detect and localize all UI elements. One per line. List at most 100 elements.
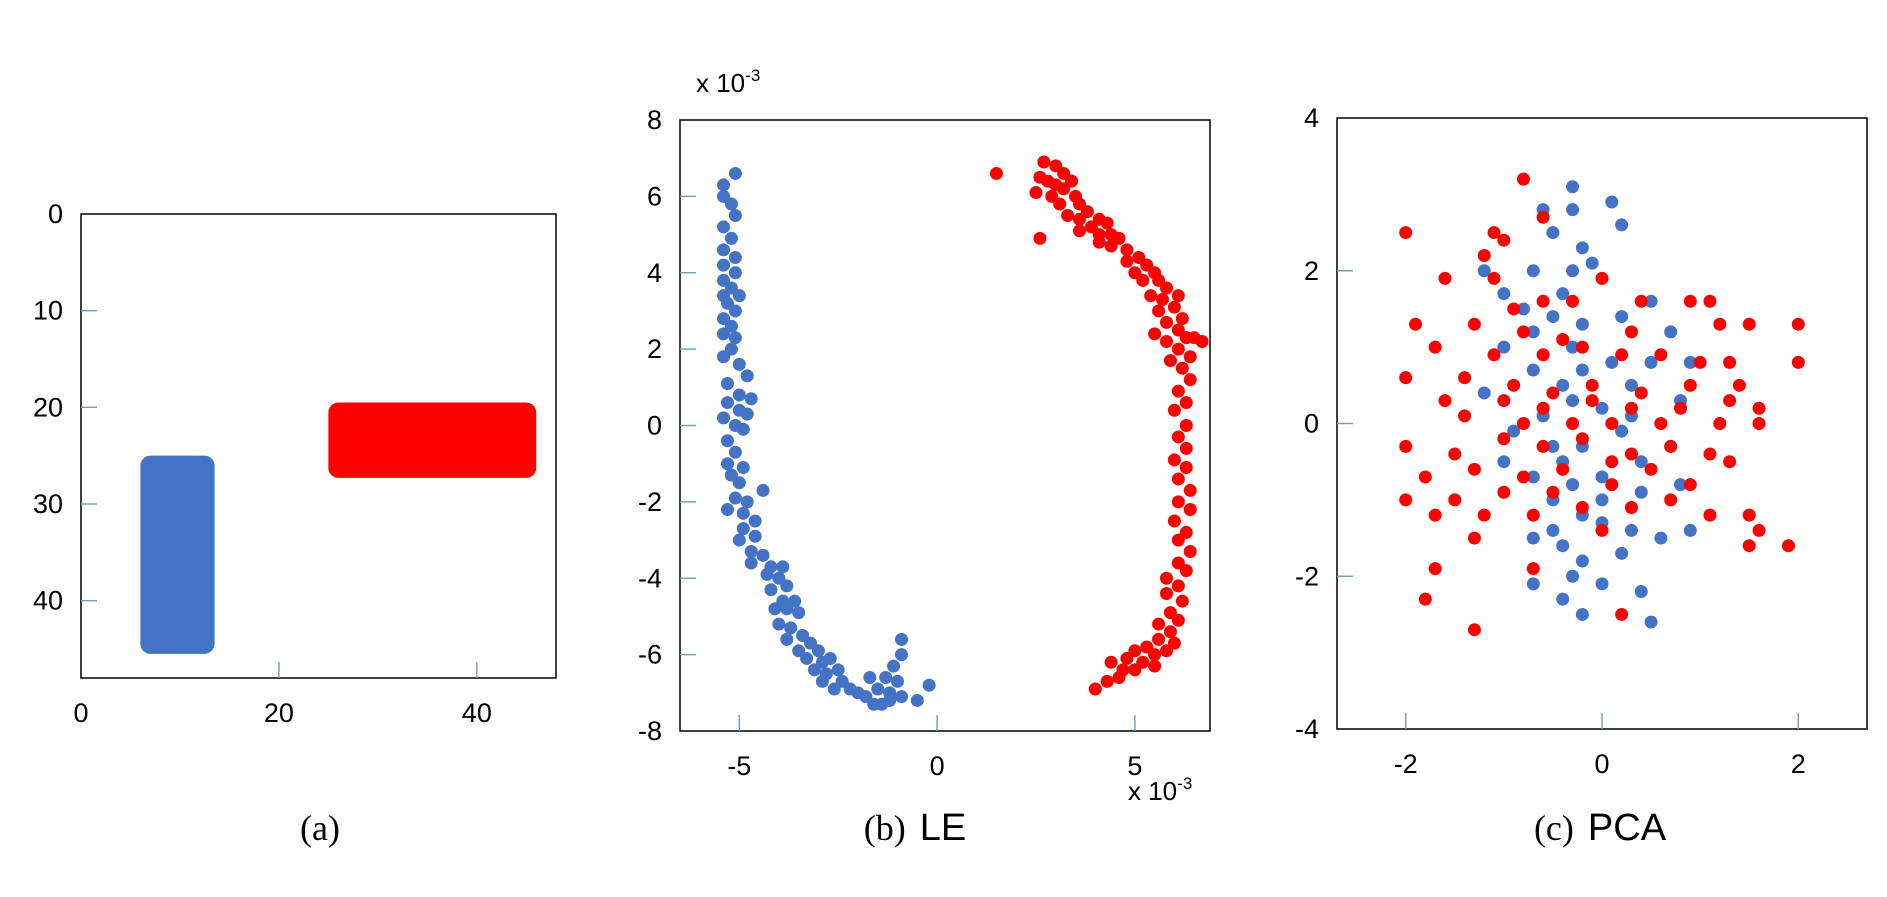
blue-point: [1595, 401, 1609, 415]
blue-point: [1526, 577, 1540, 591]
blue-point: [1526, 264, 1540, 278]
panel-c: -2 0 2 -4 -2 0 2 4 (c) PCA: [1295, 103, 1868, 849]
panel-b-points: [717, 155, 1209, 711]
red-point: [1167, 453, 1181, 467]
panel-b-ytick-label: 0: [647, 411, 662, 441]
red-point: [989, 166, 1003, 180]
panel-a-ytick-label: 40: [33, 586, 63, 616]
red-point: [1088, 682, 1102, 696]
blue-point: [728, 491, 742, 505]
red-point: [1683, 478, 1697, 492]
blue-point: [1575, 363, 1589, 377]
red-point: [1703, 294, 1717, 308]
red-point: [1179, 441, 1193, 455]
red-point: [1179, 419, 1193, 432]
panel-b-ytick-label: -4: [638, 563, 662, 593]
red-point: [1159, 571, 1173, 585]
red-point: [1448, 447, 1462, 461]
blue-point: [728, 445, 742, 459]
red-point: [1100, 216, 1114, 230]
panel-a-xtick-label: 0: [73, 698, 88, 728]
blue-point: [756, 483, 770, 497]
red-point: [1448, 493, 1462, 507]
blue-point: [740, 369, 754, 383]
blue-point: [894, 632, 908, 646]
blue-point: [1595, 470, 1609, 484]
red-point: [1183, 373, 1197, 387]
red-point: [1742, 539, 1756, 553]
red-point: [1100, 674, 1114, 688]
panel-b-ytick-label: 8: [647, 105, 662, 135]
blue-point: [736, 506, 750, 520]
blue-point: [717, 411, 731, 425]
panel-b-xtick-label: -5: [727, 751, 751, 781]
blue-point: [1526, 531, 1540, 545]
red-point: [1526, 508, 1540, 522]
red-point: [1536, 348, 1550, 362]
blue-point: [732, 289, 746, 303]
panel-b-caption-name: LE: [920, 807, 966, 849]
red-point: [1148, 327, 1162, 341]
red-point: [1664, 493, 1678, 507]
panel-b-y-multiplier-base: x 10: [696, 68, 745, 98]
panel-c-ytick-label: 4: [1304, 103, 1319, 133]
blue-point: [740, 495, 754, 509]
blue-point: [1615, 310, 1629, 324]
blue-point: [1566, 394, 1580, 408]
red-point: [1507, 302, 1521, 316]
red-point: [1072, 224, 1086, 238]
red-point: [1536, 210, 1550, 224]
blue-point: [1595, 493, 1609, 507]
red-point: [1742, 508, 1756, 522]
red-point: [1477, 248, 1491, 262]
panel-a-ytick-label: 30: [33, 489, 63, 519]
red-point: [1654, 417, 1668, 430]
panel-c-ticks: -2 0 2 -4 -2 0 2 4: [1295, 103, 1806, 779]
blue-point: [1575, 241, 1589, 255]
blue-point: [1683, 355, 1697, 369]
red-point: [1171, 289, 1185, 303]
blue-point: [879, 671, 893, 685]
blue-point: [720, 434, 734, 448]
red-point: [1467, 623, 1481, 637]
panel-c-caption-name: PCA: [1588, 807, 1667, 849]
blue-point: [1595, 577, 1609, 591]
red-point: [1458, 409, 1472, 423]
blue-point: [1566, 264, 1580, 278]
red-point: [1167, 514, 1181, 528]
blue-point: [1634, 485, 1648, 499]
red-point: [1634, 294, 1648, 308]
red-point: [1399, 439, 1413, 453]
red-point: [1179, 461, 1193, 475]
blue-point: [717, 258, 731, 272]
red-point: [1497, 485, 1511, 499]
red-point: [1152, 617, 1166, 631]
blue-point: [1644, 294, 1658, 308]
blue-point: [756, 548, 770, 562]
blue-point: [717, 243, 731, 257]
red-point: [1713, 317, 1727, 331]
blue-point: [1546, 523, 1560, 537]
red-point: [1072, 212, 1086, 226]
blue-point: [720, 503, 734, 517]
blue-point: [728, 250, 742, 264]
red-point: [1732, 378, 1746, 392]
blue-point: [823, 651, 837, 665]
red-point: [1399, 371, 1413, 385]
blue-point: [1566, 569, 1580, 583]
red-point: [1487, 271, 1501, 285]
blue-point: [922, 678, 936, 692]
blue-point: [894, 648, 908, 662]
panel-c-caption: (c) PCA: [1534, 807, 1667, 849]
red-point: [1037, 155, 1051, 169]
panel-b-ticks: -5 0 5 -8 -6 -4 -2 0 2 4 6 8: [638, 105, 1142, 781]
red-point: [1497, 432, 1511, 446]
blue-point: [717, 178, 731, 192]
red-point: [1752, 523, 1766, 537]
panel-b-caption-label: (b): [864, 808, 906, 848]
red-point: [1418, 470, 1432, 484]
red-point: [1477, 508, 1491, 522]
blue-point: [732, 357, 746, 371]
